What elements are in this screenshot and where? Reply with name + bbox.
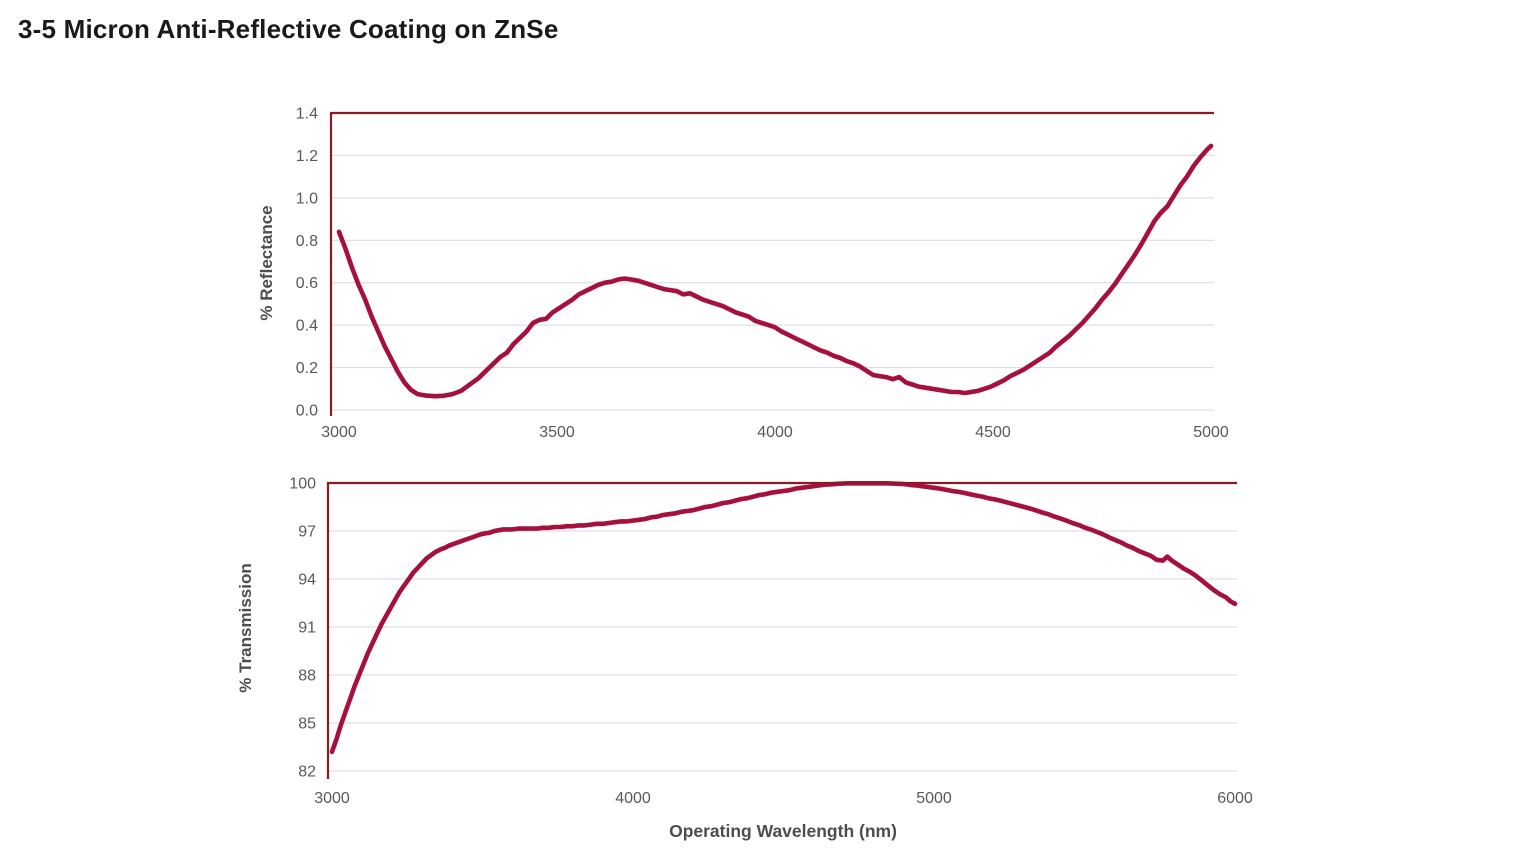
- x-tick-label: 3000: [314, 790, 350, 807]
- page-title: 3-5 Micron Anti-Reflective Coating on Zn…: [18, 14, 559, 44]
- y-tick-label: 0.6: [296, 275, 318, 292]
- y-tick-label: 85: [298, 716, 316, 733]
- wavelength-x-axis-title: Operating Wavelength (nm): [669, 821, 897, 841]
- y-tick-label: 0.4: [296, 318, 318, 335]
- y-tick-label: 1.2: [296, 148, 318, 165]
- y-tick-label: 1.4: [296, 106, 318, 123]
- y-tick-label: 0.2: [296, 360, 318, 377]
- y-tick-label: 82: [298, 764, 316, 781]
- x-tick-label: 5000: [1193, 424, 1229, 441]
- x-tick-label: 4000: [615, 790, 651, 807]
- y-tick-label: 100: [289, 476, 316, 493]
- x-tick-label: 4000: [757, 424, 793, 441]
- y-tick-label: 88: [298, 668, 316, 685]
- x-tick-label: 3500: [539, 424, 575, 441]
- y-tick-label: 1.0: [296, 190, 318, 207]
- y-tick-label: 97: [298, 524, 316, 541]
- x-tick-label: 6000: [1217, 790, 1253, 807]
- y-tick-label: 91: [298, 620, 316, 637]
- x-tick-label: 5000: [916, 790, 952, 807]
- x-tick-label: 4500: [975, 424, 1011, 441]
- y-tick-label: 0.0: [296, 403, 318, 420]
- y-tick-label: 94: [298, 572, 316, 589]
- y-tick-label: 0.8: [296, 233, 318, 250]
- transmission-curve: [329, 480, 1238, 755]
- x-tick-label: 3000: [321, 424, 357, 441]
- reflectance-curve: [336, 143, 1214, 399]
